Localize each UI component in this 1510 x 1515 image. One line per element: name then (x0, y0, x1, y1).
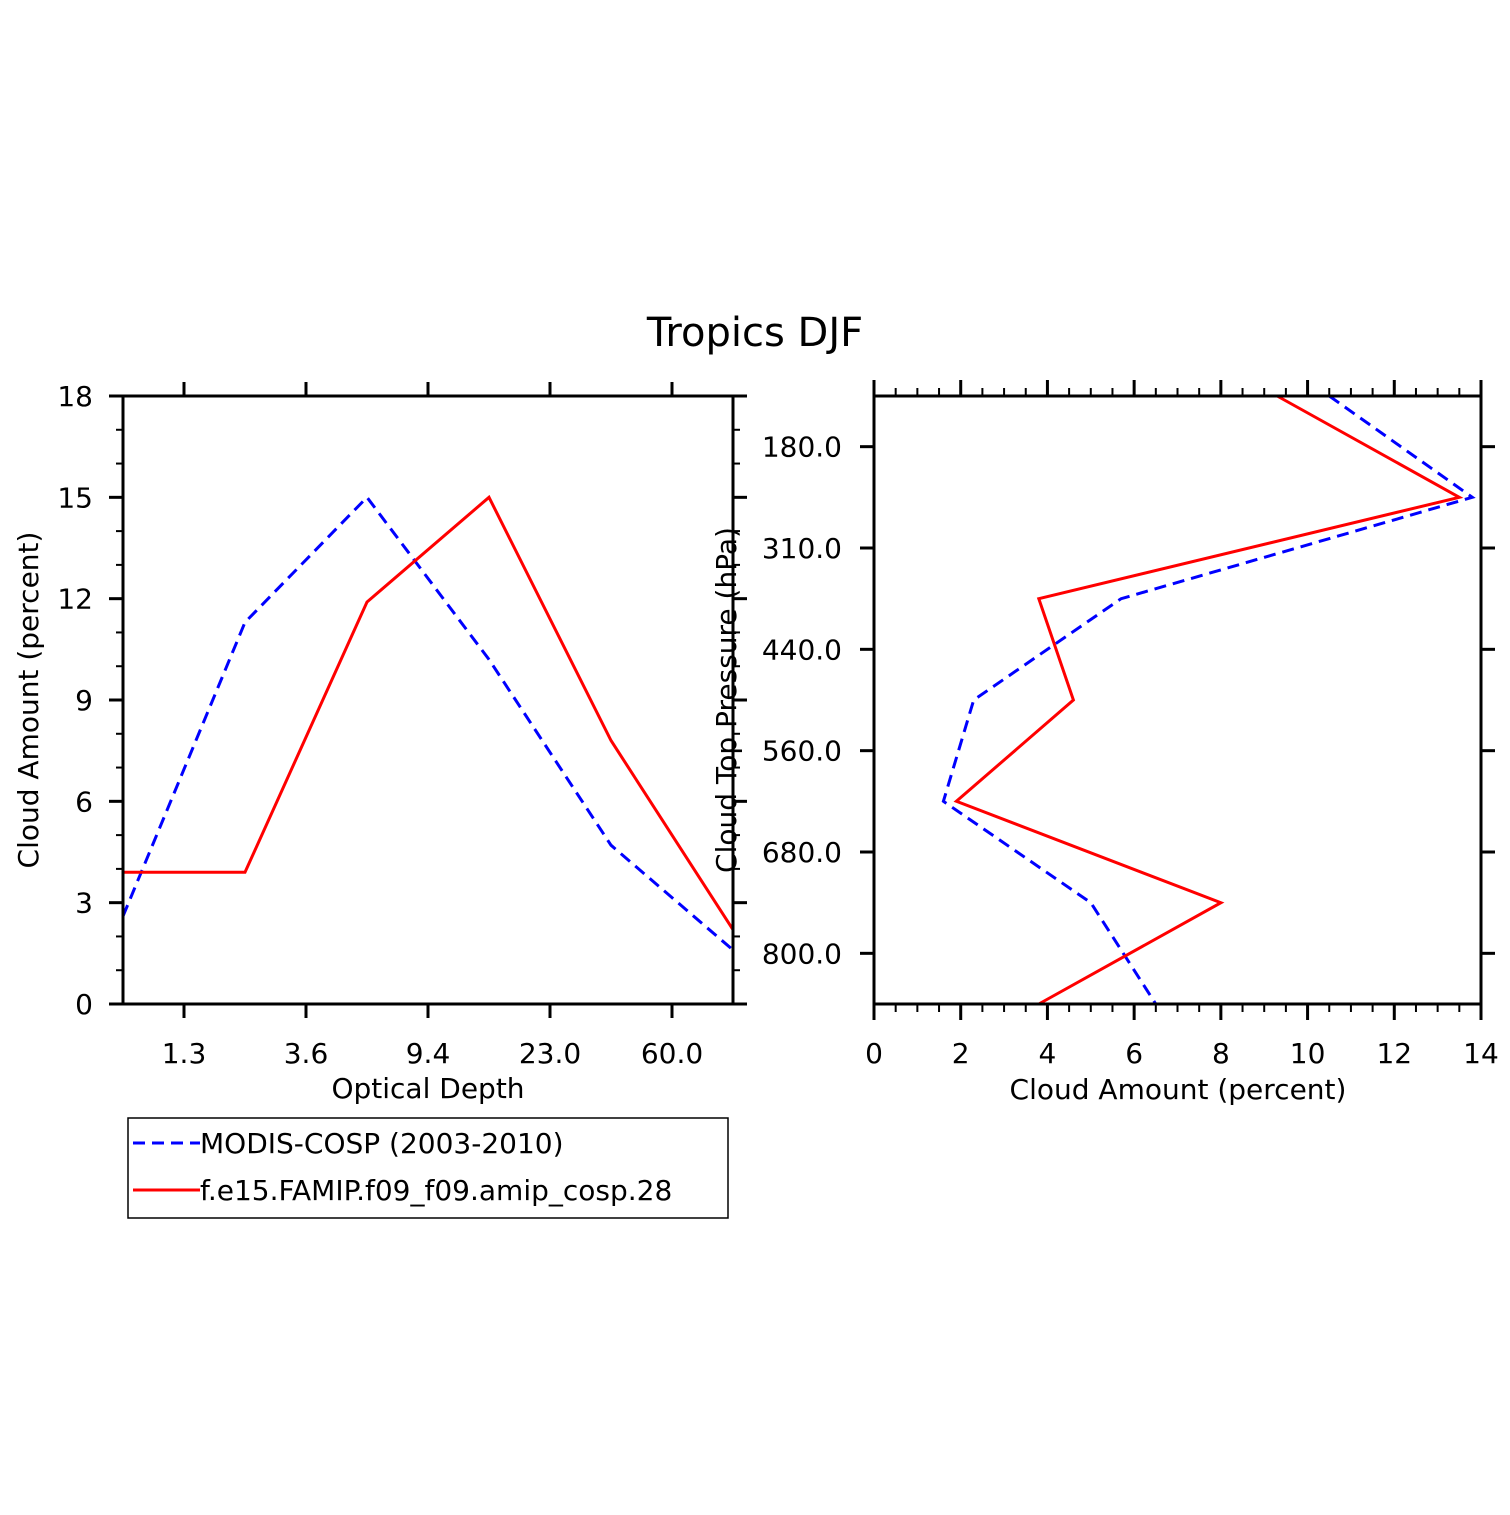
ctp-y-tick-label: 180.0 (762, 431, 842, 464)
od-y-tick-label: 3 (75, 887, 93, 920)
legend-label-model: f.e15.FAMIP.f09_f09.amip_cosp.28 (200, 1174, 672, 1207)
pressure-profile-plot-frame (872, 394, 1483, 1006)
od-x-tick-label: 9.4 (406, 1037, 451, 1070)
pressure-profile-y-axis-label: Cloud Top Pressure (hPa) (710, 527, 743, 873)
od-y-tick-label: 0 (75, 988, 93, 1021)
optical-depth-plot-frame (121, 394, 735, 1006)
od-y-tick-label: 6 (75, 785, 93, 818)
pressure-profile-panel: 0 2 4 6 8 10 12 14 180.0 310.0 440.0 560.0 680.0 800.… (710, 380, 1499, 1106)
ctp-x-tick-label: 4 (1039, 1037, 1057, 1070)
figure-title: Tropics DJF (646, 310, 863, 356)
od-y-tick-label: 18 (57, 380, 93, 413)
pressure-profile-x-axis-label: Cloud Amount (percent) (1010, 1073, 1347, 1106)
optical-depth-y-axis-label: Cloud Amount (percent) (12, 532, 45, 869)
optical-depth-x-axis-label: Optical Depth (331, 1072, 524, 1105)
od-y-tick-label: 9 (75, 684, 93, 717)
legend: MODIS-COSP (2003-2010) f.e15.FAMIP.f09_f… (127, 1117, 729, 1219)
legend-label-obs: MODIS-COSP (2003-2010) (200, 1127, 564, 1160)
od-x-tick-label: 23.0 (519, 1037, 581, 1070)
ctp-x-tick-label: 12 (1376, 1037, 1412, 1070)
od-series-model-line (123, 494, 735, 931)
ctp-x-tick-label: 14 (1463, 1037, 1499, 1070)
od-x-tick-label: 60.0 (641, 1037, 703, 1070)
ctp-y-tick-label: 310.0 (762, 532, 842, 565)
od-y-tick-label: 15 (57, 481, 93, 514)
ctp-y-tick-label: 680.0 (762, 836, 842, 869)
optical-depth-panel: 0 3 6 9 12 15 18 1.3 3.6 9.4 23.0 60.0 Optical Dept… (12, 380, 747, 1105)
od-x-tick-label: 1.3 (162, 1037, 207, 1070)
ctp-x-tick-label: 10 (1290, 1037, 1326, 1070)
od-series-obs-line (121, 495, 734, 952)
ctp-x-tick-label: 0 (865, 1037, 883, 1070)
ctp-y-tick-label: 800.0 (762, 937, 842, 970)
ctp-series-model-line (953, 394, 1464, 1006)
od-x-tick-label: 3.6 (284, 1037, 329, 1070)
od-y-tick-label: 12 (57, 583, 93, 616)
ctp-x-tick-label: 2 (952, 1037, 970, 1070)
ctp-y-tick-label: 440.0 (762, 633, 842, 666)
ctp-x-tick-label: 8 (1212, 1037, 1230, 1070)
ctp-y-tick-label: 560.0 (762, 735, 842, 768)
ctp-x-tick-label: 6 (1125, 1037, 1143, 1070)
ctp-series-obs-line (941, 394, 1476, 1005)
legend-box (127, 1117, 729, 1219)
